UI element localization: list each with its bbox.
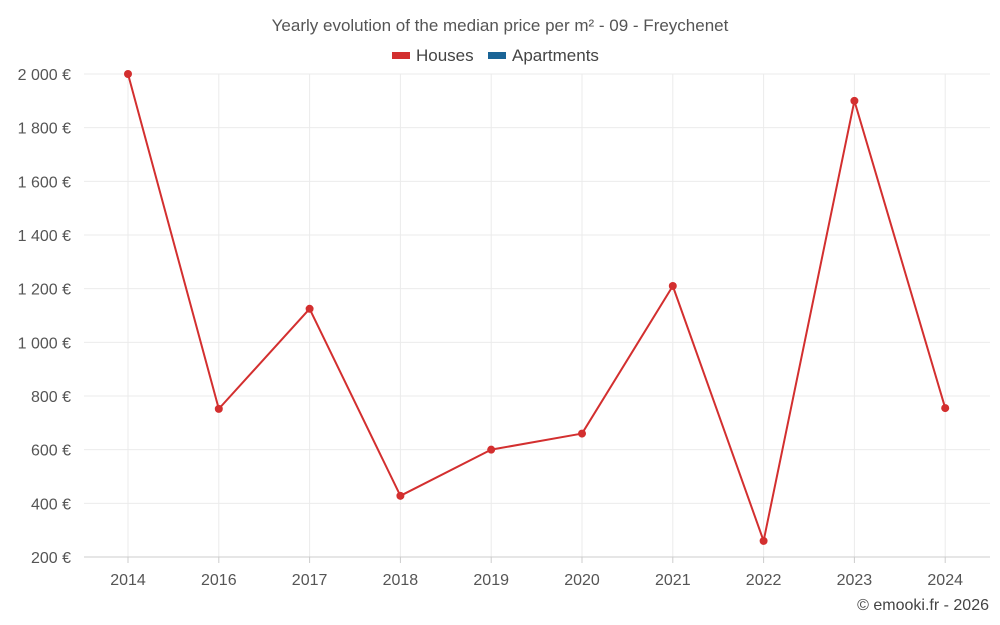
y-axis: 2 000 € 1 800 € 1 600 € 1 400 € 1 200 € 1 000… <box>18 67 71 567</box>
data-point[interactable] <box>668 281 677 290</box>
y-tick-label: 1 600 € <box>18 174 71 191</box>
y-tick-label: 1 000 € <box>18 335 71 352</box>
data-point[interactable] <box>578 429 586 438</box>
credit-text: © emooki.fr - 2026 <box>857 597 989 614</box>
series-houses <box>124 70 950 545</box>
x-tick-label: 2022 <box>746 572 782 589</box>
x-axis: 2014 2016 2017 2018 2019 2020 2021 2022 2023 2024 <box>84 556 990 589</box>
x-tick-label: 2018 <box>383 572 419 589</box>
data-point[interactable] <box>214 404 223 413</box>
y-tick-label: 200 € <box>31 550 71 567</box>
y-tick-label: 400 € <box>31 496 71 513</box>
data-point[interactable] <box>759 536 768 545</box>
y-tick-label: 1 400 € <box>18 228 71 245</box>
x-tick-label: 2019 <box>473 572 509 589</box>
data-point[interactable] <box>396 491 405 500</box>
y-tick-label: 1 800 € <box>18 121 71 138</box>
data-point[interactable] <box>487 445 496 454</box>
legend-item-houses[interactable]: Houses <box>392 46 474 65</box>
legend-swatch-apartments <box>488 52 506 59</box>
legend-label-houses: Houses <box>416 46 474 65</box>
x-tick-label: 2023 <box>837 572 873 589</box>
data-point[interactable] <box>124 70 132 78</box>
legend-item-apartments[interactable]: Apartments <box>488 46 599 65</box>
data-point[interactable] <box>941 404 950 413</box>
x-tick-label: 2021 <box>655 572 691 589</box>
x-tick-label: 2024 <box>927 572 963 589</box>
legend-label-apartments: Apartments <box>512 46 599 65</box>
x-tick-label: 2020 <box>564 572 600 589</box>
grid <box>84 73 990 557</box>
legend-swatch-houses <box>392 52 410 59</box>
y-tick-label: 600 € <box>31 443 71 460</box>
x-tick-label: 2016 <box>201 572 237 589</box>
data-point[interactable] <box>305 304 314 313</box>
y-tick-label: 1 200 € <box>18 282 71 299</box>
y-tick-label: 2 000 € <box>18 67 71 84</box>
chart-title: Yearly evolution of the median price per… <box>272 16 729 35</box>
x-tick-label: 2014 <box>110 572 146 589</box>
legend[interactable]: Houses Apartments <box>392 46 599 65</box>
data-point[interactable] <box>850 96 859 105</box>
x-tick-label: 2017 <box>292 572 328 589</box>
series-line-houses <box>127 73 947 542</box>
y-tick-label: 800 € <box>31 389 71 406</box>
